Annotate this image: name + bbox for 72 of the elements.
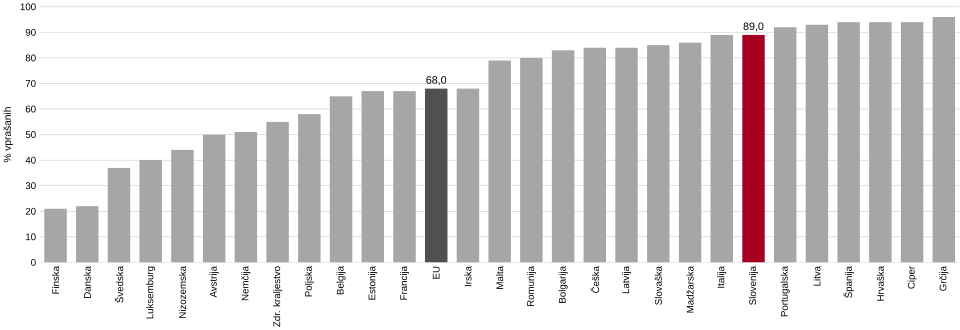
bar <box>900 22 924 262</box>
y-tick-label: 10 <box>26 233 36 240</box>
x-tick-label: Grčija <box>939 266 948 291</box>
y-tick-label: 70 <box>26 80 36 87</box>
bar <box>330 96 352 262</box>
x-tick-label: Ciper <box>908 266 917 288</box>
x-tick-label: Madžarska <box>686 266 694 312</box>
x-tick-label: Češka <box>590 266 600 293</box>
data-label: 89,0 <box>744 22 764 32</box>
y-tick-label: 30 <box>26 182 36 189</box>
x-tick-label: Litva <box>813 266 820 286</box>
bar <box>837 22 860 262</box>
y-tick-label: 40 <box>26 156 36 164</box>
y-tick-label: 100 <box>20 3 36 10</box>
bar <box>424 88 448 262</box>
y-tick-label: 50 <box>26 130 36 138</box>
bar <box>171 150 194 262</box>
bar <box>678 42 702 262</box>
bar <box>742 34 765 262</box>
bar <box>647 44 670 262</box>
y-axis-title: % vprašanih <box>3 107 13 162</box>
bar <box>76 206 99 262</box>
x-tick-label: Malta <box>496 266 504 289</box>
x-tick-label: Finska <box>52 266 60 294</box>
y-tick-label: 60 <box>26 105 36 112</box>
x-tick-label: Švedska <box>114 266 124 302</box>
bar <box>393 90 416 262</box>
bar <box>932 16 956 262</box>
x-tick-label: Zdr. kraljestvo <box>273 266 282 327</box>
bar <box>139 160 162 262</box>
bar <box>806 24 828 262</box>
x-tick-label: Luksemburg <box>146 266 156 318</box>
bar <box>108 168 130 262</box>
bar <box>266 122 289 262</box>
x-tick-label: Italija <box>717 266 726 288</box>
x-tick-label: Estonija <box>368 266 378 300</box>
bar <box>234 132 258 262</box>
x-tick-label: Irska <box>464 266 472 286</box>
bar <box>488 60 511 262</box>
y-tick-label: 80 <box>26 54 36 62</box>
bar <box>552 50 574 262</box>
bar <box>615 47 638 262</box>
x-tick-label: Bolgarija <box>558 266 568 303</box>
x-tick-label: EU <box>432 266 440 278</box>
x-tick-label: Romunija <box>526 266 536 306</box>
y-tick-label: 0 <box>31 258 36 266</box>
x-tick-label: Slovenija <box>748 266 758 305</box>
x-tick-label: Poljska <box>304 266 314 296</box>
x-tick-label: Nemčija <box>241 266 250 300</box>
bar <box>774 27 796 262</box>
y-tick-label: 90 <box>26 28 36 36</box>
x-tick-label: Danska <box>84 266 91 298</box>
x-tick-label: Latvija <box>622 266 632 293</box>
x-tick-label: Francija <box>400 266 410 300</box>
bar <box>456 88 480 262</box>
x-tick-label: Avstrija <box>210 266 219 298</box>
x-tick-label: Nizozemska <box>178 266 186 318</box>
data-label: 68,0 <box>426 76 446 85</box>
x-tick-label: Portugalska <box>780 266 790 316</box>
bar <box>298 114 321 262</box>
x-tick-label: Španija <box>843 266 854 298</box>
x-tick-label: Hrvaška <box>876 266 884 300</box>
bar <box>869 22 892 262</box>
bar <box>520 58 543 262</box>
bar <box>584 47 606 262</box>
y-tick-label: 20 <box>26 208 36 214</box>
x-tick-label: Slovaška <box>654 266 662 305</box>
bar <box>710 34 733 262</box>
bar <box>362 90 384 262</box>
x-tick-label: Belgija <box>336 266 346 294</box>
bar <box>202 134 226 262</box>
bar <box>44 208 67 262</box>
